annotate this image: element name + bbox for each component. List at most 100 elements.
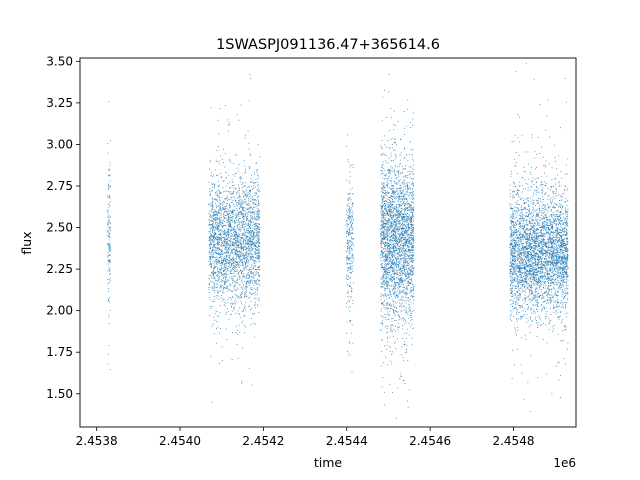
data-point [212, 230, 214, 232]
data-point [238, 272, 239, 274]
data-point [387, 243, 389, 245]
data-point [232, 241, 234, 243]
data-point [381, 239, 383, 241]
data-point [384, 216, 386, 218]
data-point [349, 180, 351, 182]
data-point [411, 218, 412, 219]
data-point [254, 281, 256, 283]
data-point [395, 207, 397, 209]
data-point [253, 244, 255, 246]
data-point [240, 240, 242, 242]
data-point [252, 236, 254, 238]
data-point [392, 212, 394, 213]
data-point [237, 282, 239, 284]
data-point [226, 241, 228, 243]
data-point [108, 236, 110, 237]
data-point [347, 224, 349, 225]
data-point [214, 244, 216, 246]
data-point [411, 183, 413, 185]
data-point [389, 208, 391, 210]
data-point [249, 218, 251, 220]
data-point [348, 247, 350, 248]
data-point [385, 236, 387, 238]
data-point [349, 246, 351, 247]
data-point [402, 176, 404, 178]
data-point [396, 271, 398, 273]
data-point [258, 217, 260, 219]
data-point [409, 242, 411, 244]
data-point [228, 159, 230, 161]
data-point [109, 246, 110, 248]
data-point [397, 193, 399, 195]
data-point [213, 227, 214, 229]
data-point [351, 324, 353, 326]
data-point [408, 285, 410, 286]
data-point [243, 240, 245, 242]
data-point [398, 299, 400, 301]
data-point [396, 219, 398, 221]
data-point [256, 234, 258, 236]
data-point [397, 226, 399, 228]
data-point [349, 230, 351, 232]
data-point [213, 299, 215, 301]
data-point [108, 255, 110, 256]
data-point [211, 223, 212, 225]
data-point [251, 257, 252, 259]
data-point [215, 234, 217, 236]
data-point [257, 218, 259, 220]
data-point [386, 191, 388, 193]
data-point [214, 219, 216, 220]
data-point [405, 227, 407, 229]
data-point [245, 263, 247, 265]
data-point [394, 237, 396, 239]
data-point [410, 212, 411, 214]
data-point [251, 235, 253, 237]
data-point [400, 278, 402, 280]
data-point [384, 219, 386, 220]
data-point [402, 237, 404, 239]
data-point [403, 343, 405, 345]
data-point [213, 296, 215, 297]
data-point [239, 331, 241, 333]
data-point [211, 234, 213, 236]
data-point [209, 284, 210, 286]
data-point [242, 260, 244, 262]
data-point [388, 205, 390, 207]
data-point [348, 250, 350, 252]
data-point [389, 147, 391, 149]
data-point [245, 262, 247, 263]
data-point [383, 296, 385, 298]
data-point [231, 244, 233, 246]
data-point [216, 226, 218, 228]
data-point [397, 252, 399, 254]
data-point [241, 237, 243, 239]
data-point [399, 235, 400, 237]
data-point [247, 256, 249, 258]
data-point [257, 257, 259, 259]
data-point [249, 166, 251, 168]
data-point [228, 279, 230, 281]
data-point [247, 240, 249, 242]
data-point [249, 248, 251, 250]
data-point [402, 266, 404, 268]
data-point [243, 275, 245, 277]
data-point [211, 275, 213, 277]
data-point [254, 214, 256, 216]
data-point [211, 227, 213, 229]
data-point [250, 200, 252, 202]
data-point [229, 244, 231, 246]
data-point [402, 265, 404, 267]
data-point [231, 181, 233, 183]
data-point [218, 202, 220, 204]
data-point [382, 282, 384, 284]
data-point [108, 235, 110, 237]
data-point [234, 206, 236, 207]
data-point [399, 252, 401, 254]
data-point [413, 254, 414, 256]
data-point [392, 266, 394, 268]
data-point [395, 221, 397, 223]
data-point [244, 198, 246, 200]
data-point [393, 272, 395, 274]
data-point [236, 201, 238, 203]
data-point [388, 229, 390, 231]
